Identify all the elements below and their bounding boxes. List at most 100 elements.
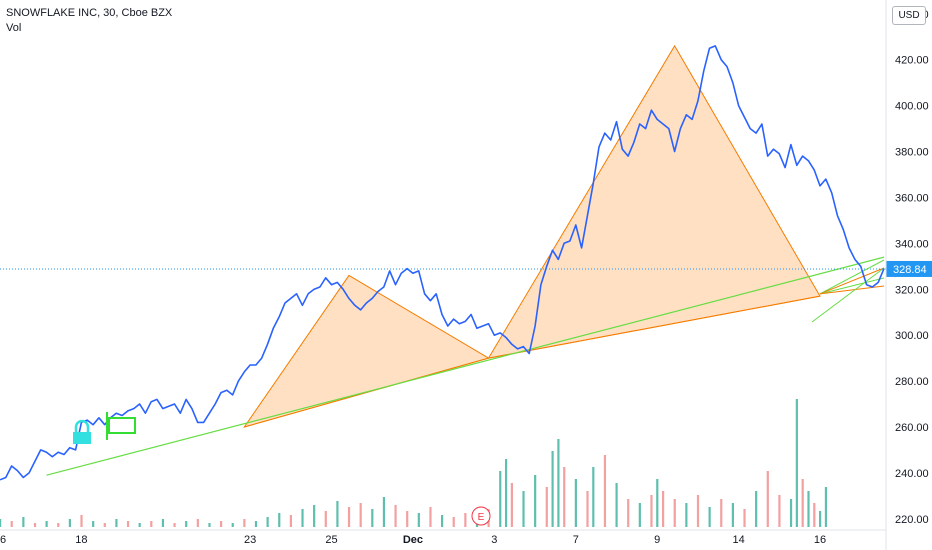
price-tick-label: 240.00 xyxy=(895,468,929,480)
volume-bar xyxy=(638,503,641,527)
volume-bar xyxy=(10,521,13,527)
volume-bar xyxy=(371,509,374,527)
price-tick-label: 360.00 xyxy=(895,192,929,204)
price-tick-label: 420.00 xyxy=(895,55,929,67)
volume-bar xyxy=(126,521,130,527)
volume-bar xyxy=(522,491,525,527)
volume-bar xyxy=(359,503,362,527)
flag-icon xyxy=(108,417,136,434)
time-tick-label: 16 xyxy=(814,534,826,546)
fan-line xyxy=(819,267,885,295)
volume-bar xyxy=(347,507,351,527)
volume-bar xyxy=(789,499,793,527)
volume-bar xyxy=(592,467,595,527)
volume-bar xyxy=(429,507,432,527)
volume-bar xyxy=(394,505,397,527)
volume-bar xyxy=(731,503,734,527)
time-tick-label: 9 xyxy=(654,534,660,546)
volume-bar xyxy=(196,519,199,527)
pattern-triangle-xab xyxy=(243,274,490,428)
price-series-line xyxy=(0,45,885,481)
volume-bar xyxy=(795,399,798,527)
volume-bar xyxy=(80,515,83,527)
last-price-value: 328.84 xyxy=(893,264,927,276)
volume-bar xyxy=(504,459,508,527)
price-tick-label: 400.00 xyxy=(895,101,929,113)
time-tick-label: 25 xyxy=(325,534,337,546)
volume-bar xyxy=(557,439,560,527)
volume-bar xyxy=(45,521,48,527)
pattern-leg xyxy=(244,357,489,428)
fan-line xyxy=(819,285,885,295)
volume-bar xyxy=(534,475,537,527)
currency-button[interactable]: USD xyxy=(892,6,926,25)
earnings-marker: E xyxy=(478,512,485,523)
time-tick-label: 23 xyxy=(244,534,256,546)
last-price-badge xyxy=(886,260,932,277)
pattern-triangle-bcd xyxy=(487,44,821,359)
volume-bar xyxy=(545,487,548,527)
price-line xyxy=(0,45,885,481)
volume-bar xyxy=(161,519,165,527)
volume-bar xyxy=(150,521,153,527)
volume-bar xyxy=(313,505,316,527)
volume-bar xyxy=(586,491,589,527)
volume-bar xyxy=(464,513,467,527)
time-tick-label: Dec xyxy=(403,534,423,546)
harmonic-pattern[interactable] xyxy=(243,44,821,428)
price-tick-label: 300.00 xyxy=(895,330,929,342)
volume-bar xyxy=(656,479,659,527)
volume-bar xyxy=(755,491,758,527)
volume-bar xyxy=(603,455,607,527)
volume-bar xyxy=(807,491,810,527)
volume-bar xyxy=(696,495,700,527)
volume-bar xyxy=(452,517,455,527)
pattern-leg xyxy=(488,295,821,359)
volume-bar xyxy=(615,483,618,527)
volume-bar xyxy=(254,521,258,527)
volume-bar xyxy=(301,509,304,527)
volume-bar xyxy=(417,513,420,527)
chart-legend: SNOWFLAKE INC, 30, Cboe BZX Vol xyxy=(6,6,172,36)
volume-bar xyxy=(778,495,781,527)
volume-bar xyxy=(510,483,513,527)
lock-shackle-icon xyxy=(74,419,90,432)
volume-bar xyxy=(336,501,339,527)
trend-lines[interactable] xyxy=(46,256,885,476)
price-tick-label: 260.00 xyxy=(895,422,929,434)
volume-bar xyxy=(231,523,234,527)
time-tick-label: 18 xyxy=(75,534,87,546)
volume-bar xyxy=(819,511,822,527)
volume-bar xyxy=(103,523,106,527)
volume-bar xyxy=(382,497,386,527)
volume-bar xyxy=(685,503,688,527)
volume-bar xyxy=(650,495,653,527)
volume-bar xyxy=(662,491,665,527)
price-tick-label: 340.00 xyxy=(895,238,929,250)
time-axis[interactable]: 16 18 23 25 Dec 3 7 9 14 16 xyxy=(0,529,886,546)
volume-bar xyxy=(266,517,269,527)
price-axis[interactable]: 220.00 240.00 260.00 280.00 300.00 320.00 340.… xyxy=(885,0,929,550)
volume-bar xyxy=(406,511,409,527)
volume-bar xyxy=(743,509,746,527)
volume-bar xyxy=(92,521,95,527)
volume-bar xyxy=(324,511,327,527)
volume-bar xyxy=(68,519,71,527)
price-tick-label: 320.00 xyxy=(895,284,929,296)
volume-bar xyxy=(801,479,804,527)
volume-bar xyxy=(813,503,816,527)
fan-line xyxy=(819,259,885,295)
volume-bar xyxy=(115,519,118,527)
volume-bar xyxy=(57,523,60,527)
volume-indicator-label: Vol xyxy=(6,22,22,34)
volume-bar xyxy=(185,521,188,527)
volume-bar xyxy=(278,513,281,527)
volume-bar xyxy=(673,499,676,527)
volume-bar xyxy=(824,487,828,527)
volume-bar xyxy=(766,471,769,527)
volume-bar xyxy=(574,479,577,527)
last-price-indicator: 328.84 xyxy=(0,260,932,277)
annotations: E xyxy=(73,412,491,526)
volume-bar xyxy=(441,515,444,527)
